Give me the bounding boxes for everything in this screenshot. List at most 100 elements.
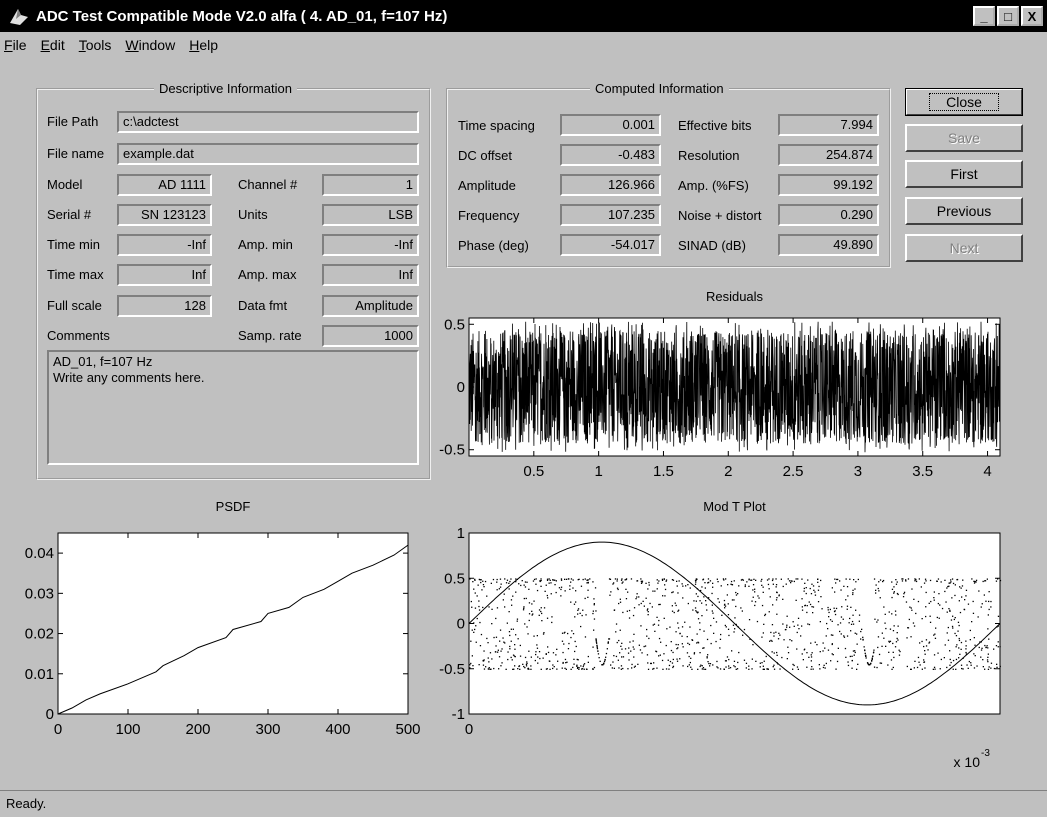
modt-point bbox=[893, 592, 895, 594]
modt-point bbox=[695, 600, 697, 602]
save-button[interactable]: Save bbox=[905, 124, 1023, 152]
modt-point bbox=[910, 668, 912, 670]
residuals-chart[interactable]: 0.5 1 1.5 2 2.5 3 3.5 4 -0.5 0 0.5 bbox=[420, 310, 1020, 490]
modt-point bbox=[950, 579, 952, 581]
close-window-button[interactable]: X bbox=[1021, 6, 1043, 26]
modt-point bbox=[748, 668, 750, 670]
noise-field[interactable]: 0.290 bbox=[778, 204, 879, 226]
modt-point bbox=[635, 598, 637, 600]
y-tick-label: 0 bbox=[457, 616, 465, 633]
modt-point bbox=[810, 593, 813, 595]
psdf-chart[interactable]: 0 100 200 300 400 500 0 0.01 0.02 0.03 0.04 bbox=[0, 520, 430, 745]
modt-point bbox=[609, 594, 611, 596]
channel-field[interactable]: 1 bbox=[322, 174, 419, 196]
modt-point bbox=[895, 583, 898, 585]
modt-sine bbox=[468, 541, 1001, 706]
modt-point bbox=[778, 594, 780, 596]
modt-point bbox=[658, 655, 660, 657]
modt-point bbox=[514, 644, 516, 646]
amp-max-field[interactable]: Inf bbox=[322, 264, 419, 286]
modt-point bbox=[914, 580, 916, 582]
modt-point bbox=[923, 582, 926, 584]
amp-fs-field[interactable]: 99.192 bbox=[778, 174, 879, 196]
modt-point bbox=[728, 667, 730, 669]
time-spacing-field[interactable]: 0.001 bbox=[560, 114, 661, 136]
modt-point bbox=[875, 592, 877, 594]
modt-point bbox=[987, 614, 989, 616]
full-scale-field[interactable]: 128 bbox=[117, 295, 212, 317]
menu-help[interactable]: Help bbox=[189, 37, 219, 53]
samp-rate-field[interactable]: 1000 bbox=[322, 325, 419, 347]
amp-min-field[interactable]: -Inf bbox=[322, 234, 419, 256]
modt-point bbox=[697, 641, 699, 643]
modt-point bbox=[822, 642, 824, 644]
modt-point bbox=[788, 580, 791, 582]
model-field[interactable]: AD 1111 bbox=[117, 174, 212, 196]
modt-point bbox=[643, 605, 645, 607]
effective-bits-field[interactable]: 7.994 bbox=[778, 114, 879, 136]
modt-point bbox=[988, 666, 990, 668]
modt-point bbox=[671, 610, 674, 612]
menu-file[interactable]: File bbox=[4, 37, 27, 53]
menu-tools[interactable]: Tools bbox=[78, 37, 112, 53]
modt-point bbox=[952, 659, 955, 662]
mod-t-chart[interactable]: 00.20.40.60.81-1-0.500.51x 10-3 bbox=[420, 520, 1020, 780]
modt-point bbox=[665, 644, 667, 647]
modt-point bbox=[495, 636, 498, 638]
modt-point bbox=[843, 635, 845, 637]
file-name-field[interactable]: example.dat bbox=[117, 143, 419, 165]
close-button[interactable]: Close bbox=[905, 88, 1023, 116]
dc-offset-field[interactable]: -0.483 bbox=[560, 144, 661, 166]
modt-point bbox=[724, 607, 726, 609]
time-max-field[interactable]: Inf bbox=[117, 264, 212, 286]
menu-window[interactable]: Window bbox=[125, 37, 176, 53]
modt-point bbox=[960, 664, 963, 666]
menu-edit[interactable]: Edit bbox=[40, 37, 65, 53]
modt-point bbox=[523, 584, 525, 586]
previous-button[interactable]: Previous bbox=[905, 197, 1023, 225]
modt-point bbox=[651, 606, 653, 608]
modt-point bbox=[787, 646, 789, 648]
modt-point bbox=[706, 638, 709, 641]
phase-field[interactable]: -54.017 bbox=[560, 234, 661, 256]
maximize-button[interactable]: □ bbox=[997, 6, 1019, 26]
modt-point bbox=[896, 592, 899, 595]
comments-textarea[interactable]: AD_01, f=107 Hz Write any comments here. bbox=[47, 350, 419, 465]
modt-point bbox=[961, 667, 963, 670]
modt-point bbox=[711, 604, 713, 606]
modt-point bbox=[587, 589, 589, 591]
modt-point bbox=[701, 665, 703, 667]
modt-point bbox=[893, 625, 895, 627]
minimize-button[interactable]: _ bbox=[973, 6, 995, 26]
modt-point bbox=[921, 668, 923, 670]
modt-point bbox=[850, 623, 853, 625]
frequency-field[interactable]: 107.235 bbox=[560, 204, 661, 226]
modt-point bbox=[712, 586, 714, 588]
modt-point bbox=[566, 661, 568, 663]
modt-point bbox=[837, 647, 839, 649]
modt-point bbox=[617, 659, 619, 661]
modt-point bbox=[940, 658, 942, 661]
modt-point bbox=[594, 587, 597, 589]
modt-point bbox=[640, 602, 642, 605]
modt-point bbox=[880, 662, 883, 664]
modt-point bbox=[542, 657, 544, 659]
modt-point bbox=[999, 646, 1001, 648]
next-button[interactable]: Next bbox=[905, 234, 1023, 262]
resolution-field[interactable]: 254.874 bbox=[778, 144, 879, 166]
file-path-field[interactable]: c:\adctest bbox=[117, 111, 419, 133]
modt-point bbox=[887, 664, 889, 666]
modt-point bbox=[539, 657, 541, 660]
amplitude-field[interactable]: 126.966 bbox=[560, 174, 661, 196]
window-title: ADC Test Compatible Mode V2.0 alfa ( 4. … bbox=[36, 7, 448, 25]
modt-point bbox=[771, 624, 774, 626]
serial-field[interactable]: SN 123123 bbox=[117, 204, 212, 226]
modt-point bbox=[874, 618, 876, 620]
modt-point bbox=[510, 599, 513, 601]
time-min-field[interactable]: -Inf bbox=[117, 234, 212, 256]
modt-point bbox=[537, 662, 539, 664]
sinad-field[interactable]: 49.890 bbox=[778, 234, 879, 256]
units-field[interactable]: LSB bbox=[322, 204, 419, 226]
first-button[interactable]: First bbox=[905, 160, 1023, 188]
data-fmt-field[interactable]: Amplitude bbox=[322, 295, 419, 317]
